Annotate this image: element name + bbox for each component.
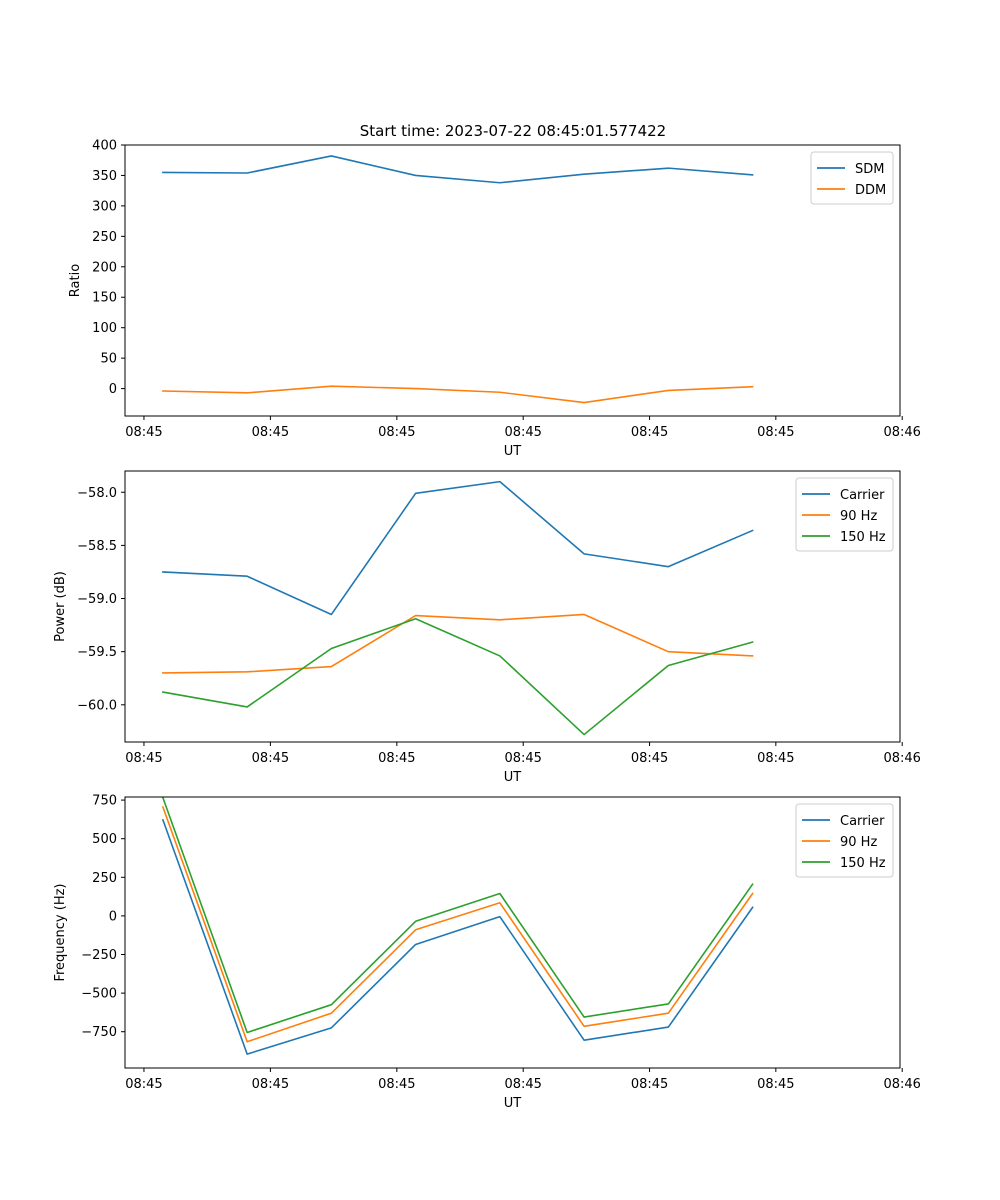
legend-label: Carrier <box>840 488 885 503</box>
x-tick-label: 08:46 <box>883 1077 920 1092</box>
chart-panel-2: 08:45 08:45 08:45 08:45 08:45 08:45 08:46 −60.0… <box>53 470 921 785</box>
chart-panel-1: 08:45 08:45 08:45 08:45 08:45 08:45 08:46 0 50 10… <box>68 139 921 460</box>
legend-label: SDM <box>855 162 884 177</box>
y-tick-label: −58.5 <box>77 539 117 554</box>
x-tick-label: 08:45 <box>252 1077 289 1092</box>
series-line-150-hz <box>161 617 754 736</box>
plot-frame <box>124 144 901 417</box>
y-tick-label: −59.0 <box>77 592 117 607</box>
legend-box <box>795 477 894 552</box>
y-tick-label: 750 <box>92 794 117 809</box>
y-tick-label: −60.0 <box>77 698 117 713</box>
x-tick-label: 08:45 <box>757 1077 794 1092</box>
x-tick-label: 08:45 <box>125 1077 162 1092</box>
x-tick-label: 08:45 <box>125 425 162 440</box>
y-tick-label: 100 <box>92 321 117 336</box>
series-line-carrier <box>162 480 754 616</box>
y-tick-label: 400 <box>92 139 117 154</box>
legend-box <box>810 151 894 205</box>
chart-panel-3: 08:45 08:45 08:45 08:45 08:45 08:45 08:46 −750 −… <box>53 794 921 1111</box>
x-axis-label: UT <box>504 770 522 785</box>
plot-frame <box>124 796 901 1069</box>
y-tick-label: 500 <box>92 832 117 847</box>
x-tick-label: 08:45 <box>631 751 668 766</box>
y-tick-label: 350 <box>92 169 117 184</box>
x-tick-label: 08:45 <box>378 1077 415 1092</box>
legend-label: Carrier <box>840 814 885 829</box>
y-tick-label: 200 <box>92 260 117 275</box>
legend: SDM DDM <box>810 151 894 205</box>
x-tick-label: 08:45 <box>757 425 794 440</box>
legend-label: 150 Hz <box>840 856 886 871</box>
x-tick-label: 08:45 <box>378 425 415 440</box>
x-tick-label: 08:45 <box>378 751 415 766</box>
legend-label: 90 Hz <box>840 509 877 524</box>
y-tick-label: 0 <box>109 909 117 924</box>
plot-frame <box>124 470 901 743</box>
y-axis-label: Power (dB) <box>53 571 68 642</box>
legend-label: DDM <box>855 183 886 198</box>
y-tick-label: 50 <box>100 352 117 367</box>
y-tick-label: −58.0 <box>77 486 117 501</box>
y-axis-label: Ratio <box>68 264 83 297</box>
legend-box <box>795 803 894 878</box>
x-tick-label: 08:46 <box>883 751 920 766</box>
y-tick-label: 0 <box>109 382 117 397</box>
x-tick-label: 08:45 <box>631 425 668 440</box>
x-tick-label: 08:45 <box>504 425 541 440</box>
series-line-150-hz <box>161 796 754 1034</box>
y-tick-label: −750 <box>81 1025 117 1040</box>
y-tick-label: 150 <box>92 291 117 306</box>
series-line-ddm <box>162 385 754 404</box>
series-line-carrier <box>161 818 754 1055</box>
x-tick-label: 08:45 <box>504 1077 541 1092</box>
y-tick-label: −250 <box>81 948 117 963</box>
series-line-90-hz <box>162 613 754 674</box>
x-axis-label: UT <box>504 444 522 459</box>
x-tick-label: 08:45 <box>757 751 794 766</box>
x-tick-label: 08:45 <box>252 425 289 440</box>
y-tick-label: 250 <box>92 230 117 245</box>
legend-label: 150 Hz <box>840 530 886 545</box>
legend: Carrier 90 Hz 150 Hz <box>795 803 894 878</box>
x-tick-label: 08:45 <box>504 751 541 766</box>
y-tick-label: −59.5 <box>77 645 117 660</box>
legend-label: 90 Hz <box>840 835 877 850</box>
legend: Carrier 90 Hz 150 Hz <box>795 477 894 552</box>
x-tick-label: 08:45 <box>125 751 162 766</box>
y-tick-label: −500 <box>81 987 117 1002</box>
y-tick-label: 300 <box>92 199 117 214</box>
figure-title: Start time: 2023-07-22 08:45:01.577422 <box>360 122 666 140</box>
series-line-sdm <box>162 155 754 184</box>
y-tick-label: 250 <box>92 871 117 886</box>
series-line-90-hz <box>161 806 754 1043</box>
x-axis-label: UT <box>504 1096 522 1111</box>
y-axis-label: Frequency (Hz) <box>53 883 68 981</box>
x-tick-label: 08:45 <box>252 751 289 766</box>
x-tick-label: 08:46 <box>883 425 920 440</box>
x-tick-label: 08:45 <box>631 1077 668 1092</box>
